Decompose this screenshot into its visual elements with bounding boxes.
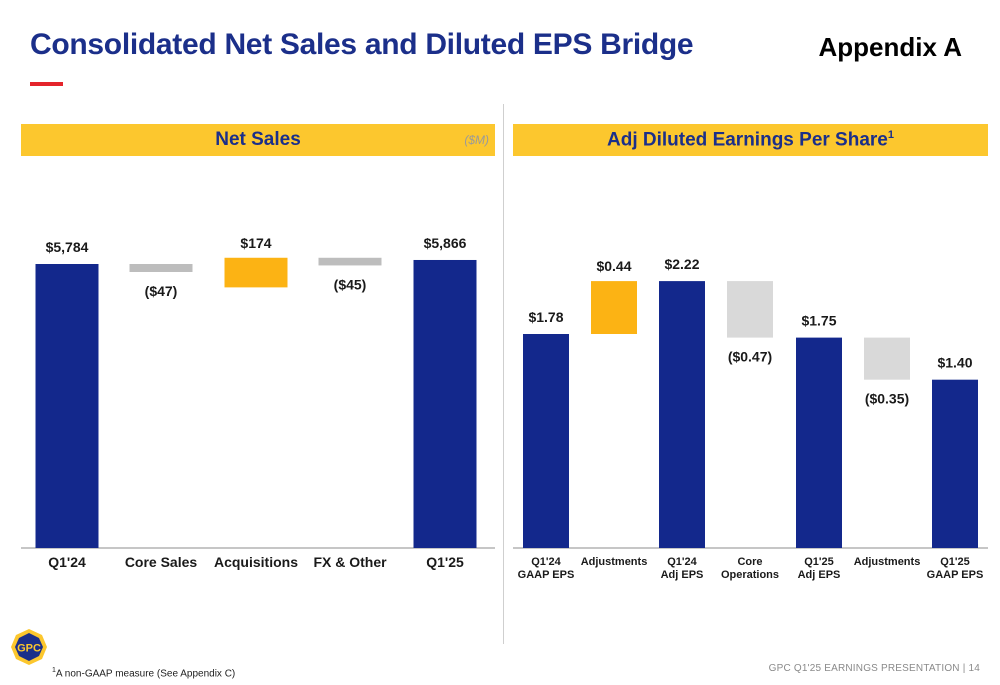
eps-4-q1-25-adj-eps-category-label-line2: Adj EPS	[798, 569, 841, 581]
eps-title-footnote-mark: 1	[887, 129, 894, 141]
eps-6-q1-25-gaap-eps-value-label: $1.40	[937, 355, 972, 371]
eps-1-adjustments-category-label: Adjustments	[581, 556, 648, 568]
eps-6-q1-25-gaap-eps-bar	[932, 379, 978, 548]
eps-6-q1-25-gaap-eps-category-label-line2: GAAP EPS	[927, 569, 984, 581]
eps-4-q1-25-adj-eps-bar	[796, 337, 842, 548]
net-sales-1-core-sales-category-label: Core Sales	[125, 554, 198, 570]
eps-2-q1-24-adj-eps-bar	[659, 281, 705, 548]
eps-4-q1-25-adj-eps-category-label-line1: Q1'25	[804, 556, 834, 568]
eps-title: Adj Diluted Earnings Per Share1	[513, 129, 988, 151]
net-sales-2-acquisitions-category-label: Acquisitions	[214, 554, 298, 570]
eps-3-core-operations-value-label: ($0.47)	[728, 349, 772, 365]
net-sales-header-band: Net Sales ($M)	[21, 124, 495, 156]
eps-3-core-operations-category-label-line1: Core	[737, 556, 762, 568]
eps-0-q1-24-gaap-eps-category-label-line2: GAAP EPS	[518, 569, 575, 581]
eps-6-q1-25-gaap-eps-category-label-line1: Q1'25	[940, 556, 970, 568]
net-sales-4-q1-25-value-label: $5,866	[424, 235, 467, 251]
eps-5-adjustments-value-label: ($0.35)	[865, 391, 909, 407]
net-sales-1-core-sales-value-label: ($47)	[145, 283, 178, 299]
net-sales-title: Net Sales	[215, 129, 301, 150]
net-sales-3-fx-other-category-label: FX & Other	[313, 554, 387, 570]
eps-0-q1-24-gaap-eps-category-label-line1: Q1'24	[531, 556, 561, 568]
net-sales-3-fx-other-value-label: ($45)	[334, 276, 367, 292]
eps-5-adjustments-bar	[864, 337, 910, 380]
net-sales-2-acquisitions-value-label: $174	[240, 235, 271, 251]
eps-header-band: Adj Diluted Earnings Per Share1	[513, 124, 988, 156]
eps-0-q1-24-gaap-eps-value-label: $1.78	[528, 309, 563, 325]
eps-3-core-operations-bar	[727, 281, 773, 338]
net-sales-4-q1-25-category-label: Q1'25	[426, 554, 464, 570]
eps-4-q1-25-adj-eps-value-label: $1.75	[801, 313, 836, 329]
panel-divider	[503, 104, 504, 644]
eps-2-q1-24-adj-eps-category-label-line2: Adj EPS	[661, 569, 704, 581]
net-sales-0-q1-24-value-label: $5,784	[46, 239, 89, 255]
eps-1-adjustments-value-label: $0.44	[596, 258, 631, 274]
net-sales-0-q1-24-category-label: Q1'24	[48, 554, 86, 570]
net-sales-0-q1-24-bar	[35, 264, 99, 548]
appendix-label: Appendix A	[818, 32, 962, 62]
eps-0-q1-24-gaap-eps-bar	[523, 334, 569, 548]
footer-text: GPC Q1'25 EARNINGS PRESENTATION | 14	[768, 663, 980, 674]
net-sales-2-acquisitions-bar	[224, 257, 288, 288]
footnote-mark: 1	[52, 667, 56, 674]
net-sales-3-fx-other-bar	[318, 257, 382, 266]
net-sales-1-core-sales-bar	[129, 264, 193, 272]
footnote: 1A non-GAAP measure (See Appendix C)	[52, 667, 235, 679]
title-accent-bar	[30, 82, 63, 86]
eps-3-core-operations-category-label-line2: Operations	[721, 569, 779, 581]
eps-1-adjustments-bar	[591, 281, 637, 334]
eps-5-adjustments-category-label: Adjustments	[854, 556, 921, 568]
page-title: Consolidated Net Sales and Diluted EPS B…	[30, 28, 694, 61]
eps-title-text: Adj Diluted Earnings Per Share	[607, 129, 888, 151]
net-sales-units: ($M)	[464, 133, 489, 147]
footnote-text: A non-GAAP measure (See Appendix C)	[55, 668, 236, 680]
eps-2-q1-24-adj-eps-value-label: $2.22	[664, 256, 699, 272]
gpc-logo: GPC	[11, 629, 47, 665]
net-sales-4-q1-25-bar	[413, 259, 477, 548]
gpc-logo-text: GPC	[17, 643, 41, 655]
eps-2-q1-24-adj-eps-category-label-line1: Q1'24	[667, 556, 697, 568]
